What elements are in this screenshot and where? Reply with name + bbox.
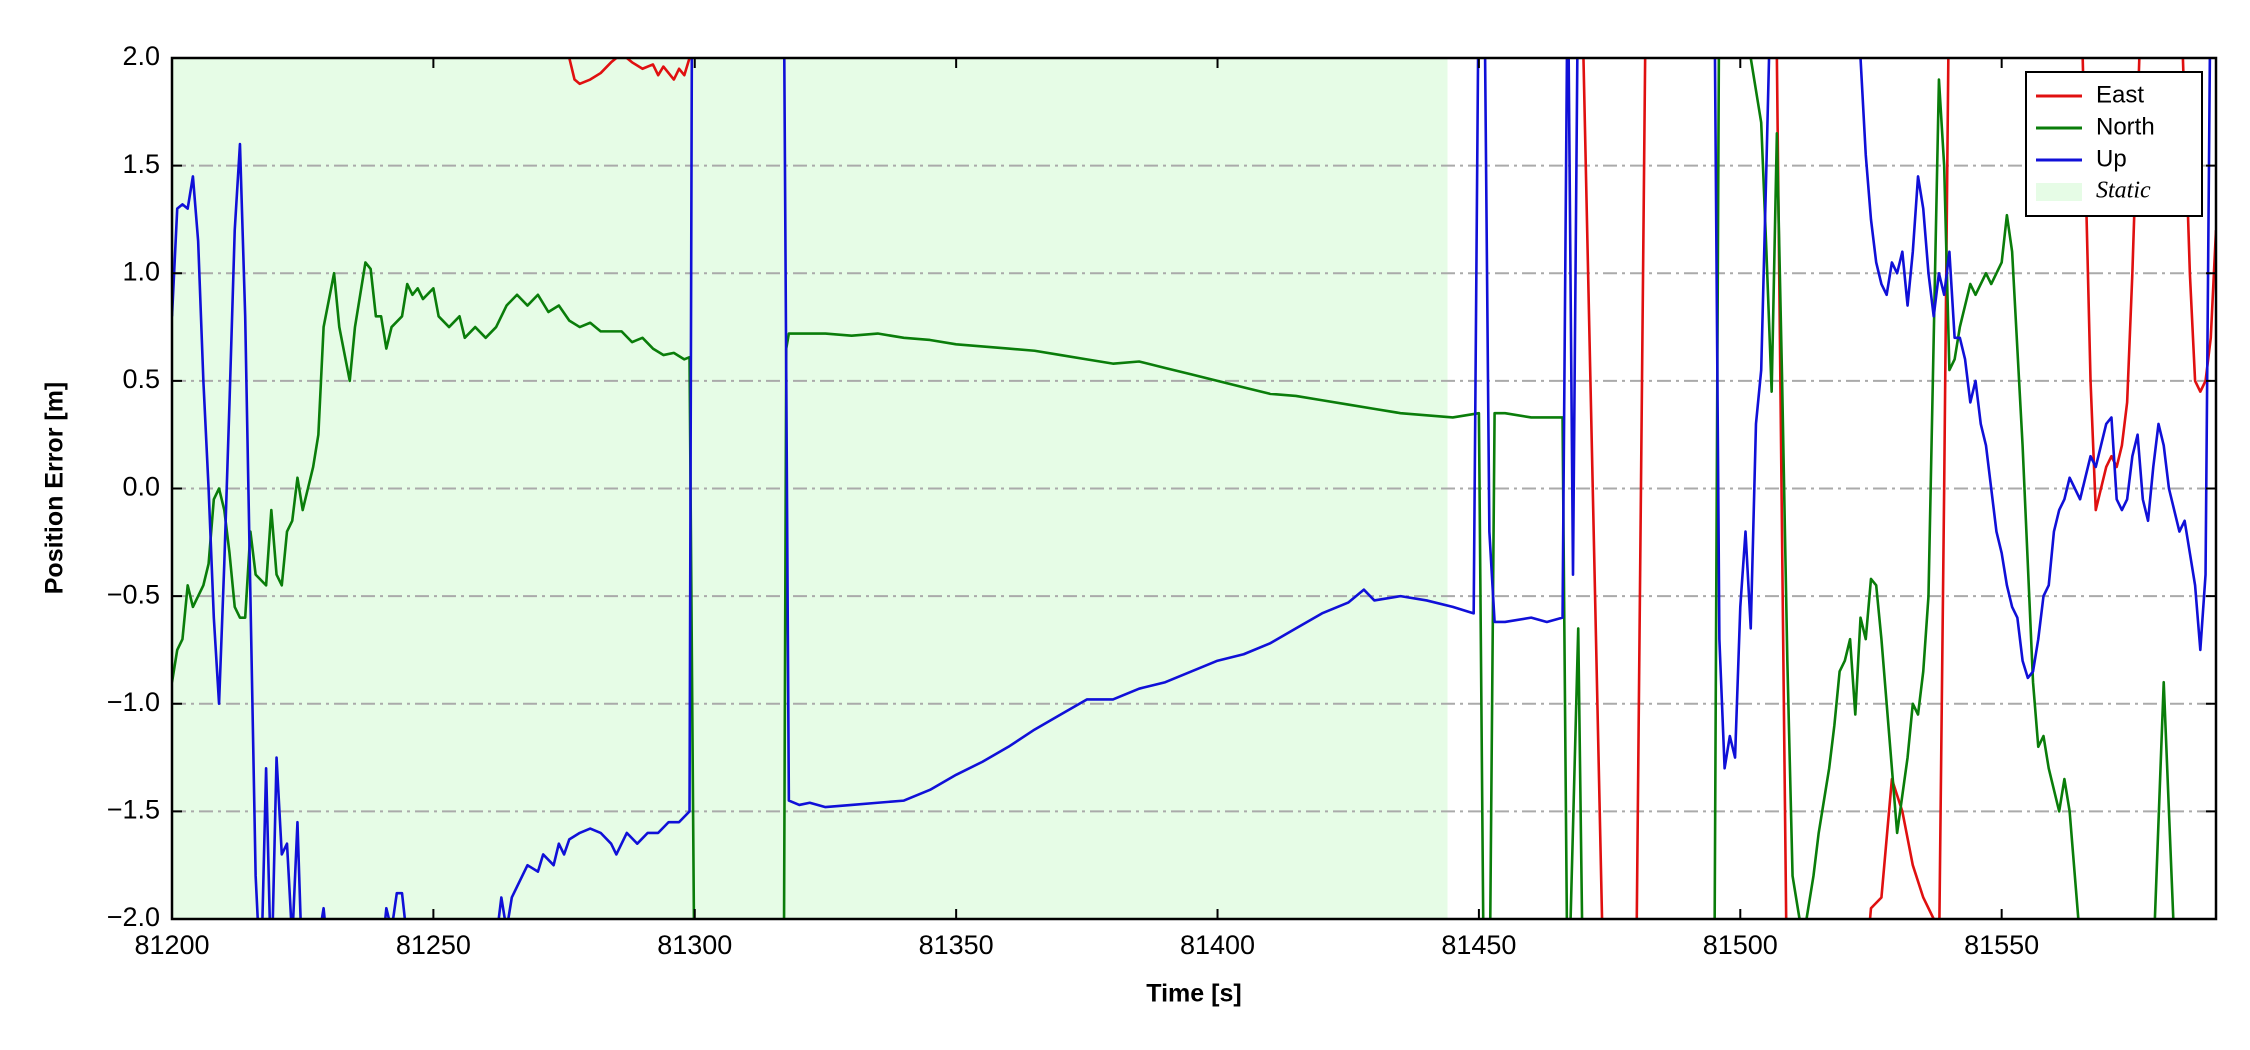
y-tick-label: −1.5 xyxy=(107,795,160,825)
y-tick-label: 0.0 xyxy=(122,472,160,502)
plot-area xyxy=(172,58,2216,919)
legend: East North Up Static xyxy=(2025,71,2203,217)
x-axis-label: Time [s] xyxy=(1146,980,1241,1008)
x-tick-label: 81400 xyxy=(1180,930,1255,960)
y-tick-label: 2.0 xyxy=(122,41,160,71)
ticks: −2.0 −1.5 −1.0 −0.5 0.0 0.5 1.0 1.5 2.0 81200 8125… xyxy=(107,41,2216,960)
legend-label: Static xyxy=(2096,178,2151,204)
x-tick-label: 81550 xyxy=(1964,930,2039,960)
y-axis-label: Position Error [m] xyxy=(41,382,69,595)
x-tick-label: 81300 xyxy=(657,930,732,960)
y-tick-label: 1.0 xyxy=(122,256,160,286)
y-tick-label: 0.5 xyxy=(122,364,160,394)
series-line xyxy=(172,58,2175,919)
legend-label: Up xyxy=(2096,145,2127,172)
y-tick-label: −0.5 xyxy=(107,579,160,609)
y-tick-label: −1.0 xyxy=(107,687,160,717)
x-tick-label: 81250 xyxy=(396,930,471,960)
y-tick-label: −2.0 xyxy=(107,902,160,932)
x-tick-label: 81450 xyxy=(1441,930,1516,960)
x-tick-label: 81200 xyxy=(134,930,209,960)
series-line xyxy=(172,58,2212,919)
legend-label: East xyxy=(2096,81,2144,108)
legend-swatch xyxy=(2036,183,2082,201)
series-line xyxy=(567,58,2216,919)
x-tick-label: 81350 xyxy=(919,930,994,960)
x-tick-label: 81500 xyxy=(1703,930,1778,960)
legend-label: North xyxy=(2096,113,2155,140)
y-tick-label: 1.5 xyxy=(122,149,160,179)
